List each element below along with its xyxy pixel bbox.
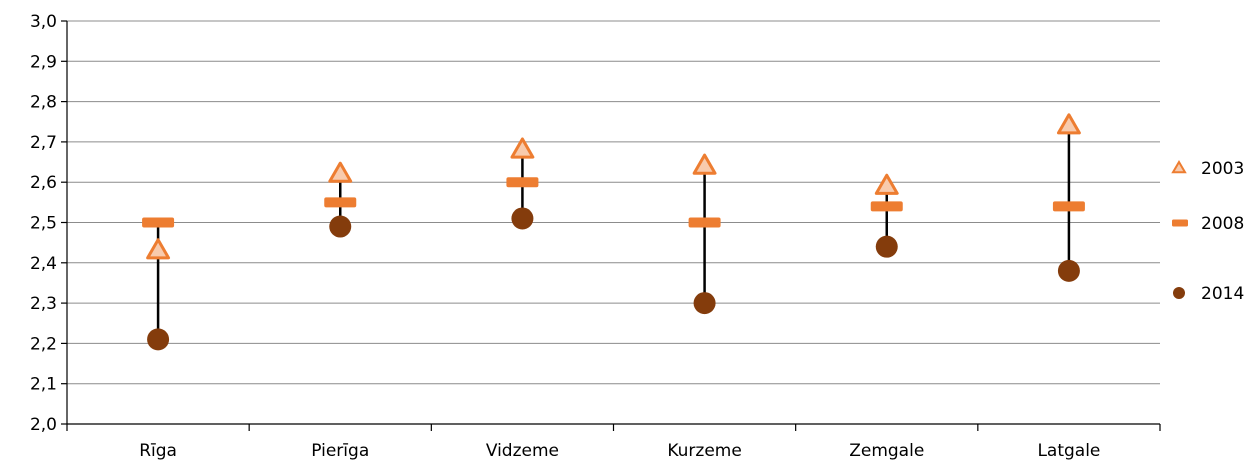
range-lines — [156, 125, 1071, 340]
x-tick-label: Kurzeme — [667, 441, 741, 461]
x-tick-label: Pierīga — [311, 441, 369, 461]
marker-2014 — [511, 207, 534, 230]
legend-marker-2008 — [1172, 219, 1188, 227]
legend-label: 2014 — [1201, 284, 1244, 304]
x-tick-label: Rīga — [139, 441, 177, 461]
marker-2008 — [870, 201, 903, 212]
marker-2003 — [874, 173, 899, 195]
y-tick-label: 2,9 — [30, 52, 57, 72]
marker-2008 — [1052, 201, 1085, 212]
marker-2003 — [692, 153, 717, 175]
legend-marker-2003 — [1171, 160, 1187, 174]
y-tick-label: 3,0 — [30, 12, 57, 32]
x-tick-label: Vidzeme — [486, 441, 559, 461]
axes: 2,0 2,1 2,2 2,3 2,4 2,5 2,6 2,7 2,8 2,9 3,0 Rīga Pie… — [30, 12, 1161, 461]
legend-marker-2014 — [1173, 287, 1185, 299]
legend-label: 2003 — [1201, 159, 1244, 179]
marker-2003 — [1056, 113, 1081, 135]
y-tick-label: 2,6 — [30, 173, 57, 193]
marker-2014 — [875, 235, 898, 258]
y-tick-label: 2,2 — [30, 334, 57, 354]
gridlines — [67, 20, 1160, 385]
marker-2003 — [146, 238, 171, 260]
marker-2008 — [506, 177, 539, 188]
marker-2014 — [147, 328, 170, 351]
legend: 2003 2008 2014 — [1171, 159, 1244, 304]
data-markers — [142, 113, 1085, 351]
marker-2014 — [329, 215, 352, 238]
x-tick-label: Latgale — [1037, 441, 1100, 461]
marker-2008 — [324, 197, 357, 208]
y-tick-label: 2,5 — [30, 214, 57, 234]
marker-2003 — [328, 161, 353, 183]
y-tick-label: 2,1 — [30, 375, 57, 395]
marker-2014 — [693, 292, 716, 315]
y-tick-label: 2,8 — [30, 93, 57, 113]
marker-2008 — [688, 217, 721, 228]
marker-2003 — [510, 137, 535, 159]
y-tick-label: 2,4 — [30, 254, 57, 274]
y-tick-label: 2,7 — [30, 133, 57, 153]
legend-label: 2008 — [1201, 214, 1244, 234]
marker-2014 — [1057, 259, 1080, 282]
y-tick-label: 2,0 — [30, 415, 57, 435]
x-tick-label: Zemgale — [849, 441, 924, 461]
marker-2008 — [142, 217, 175, 228]
y-tick-label: 2,3 — [30, 294, 57, 314]
